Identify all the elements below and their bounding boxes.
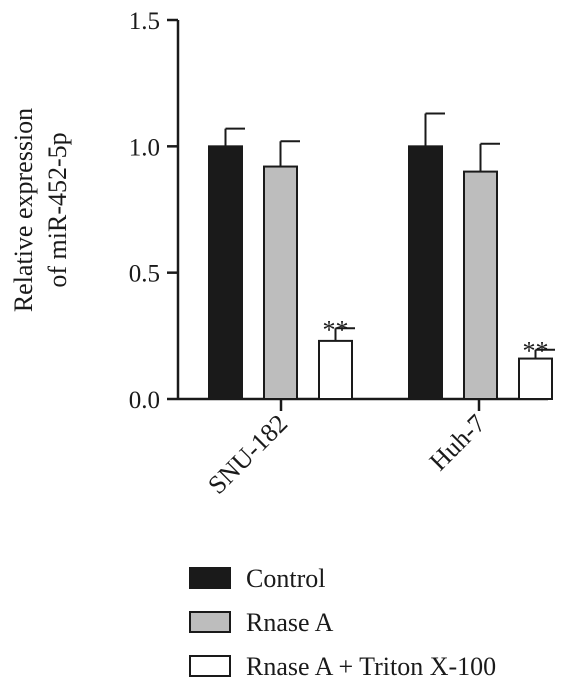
- bar: [518, 357, 553, 400]
- bar: [463, 170, 498, 400]
- legend-label: Rnase A + Triton X-100: [246, 652, 496, 681]
- bar: [208, 145, 243, 400]
- y-tick-label: 0.5: [129, 261, 160, 288]
- y-tick-label: 0.0: [129, 387, 160, 414]
- bars: ** **: [208, 112, 555, 400]
- y-axis-label-line-2: of miR-452-5p: [43, 132, 72, 287]
- legend-swatch: [189, 655, 231, 677]
- y-tick-label: 1.5: [129, 8, 160, 35]
- x-tick-label: Huh-7: [424, 409, 491, 476]
- x-tick-label: SNU-182: [202, 409, 293, 500]
- significance-label: **: [523, 337, 549, 366]
- significance-label: **: [323, 315, 349, 344]
- bar: [263, 165, 298, 400]
- legend: Control Rnase A Rnase A + Triton X-100: [189, 564, 496, 681]
- bar: [408, 145, 443, 400]
- legend-label: Rnase A: [246, 608, 334, 637]
- legend-swatch: [189, 611, 231, 633]
- y-tick-label: 1.0: [129, 134, 160, 161]
- legend-swatch: [189, 567, 231, 589]
- bar: [318, 339, 353, 400]
- legend-label: Control: [246, 564, 325, 593]
- y-axis-label-line-1: Relative expression: [9, 108, 38, 312]
